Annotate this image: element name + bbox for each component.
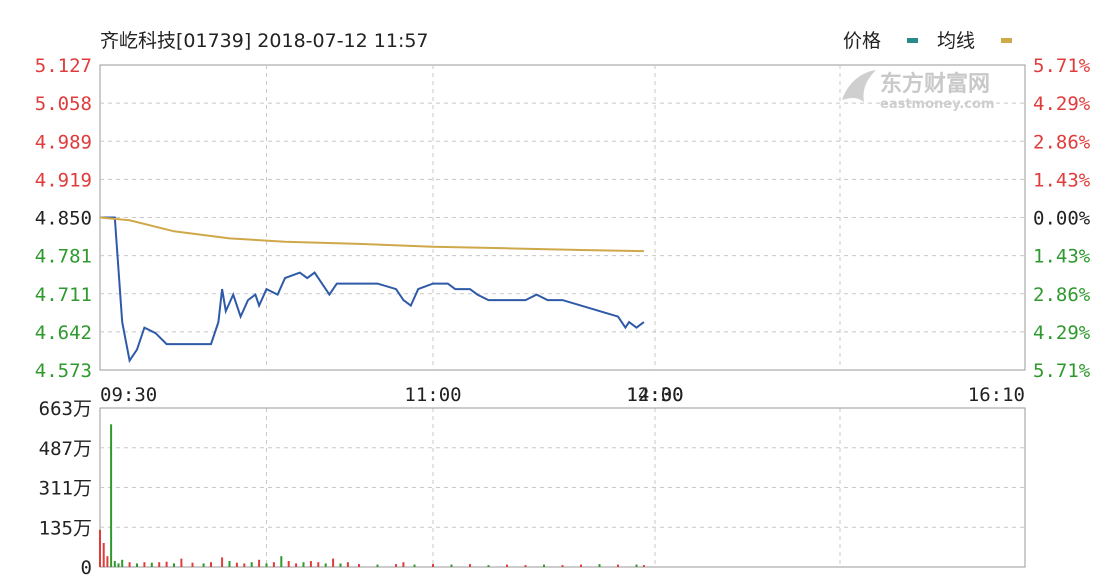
legend-avg-swatch: [1001, 38, 1012, 43]
volume-bar: [402, 562, 405, 567]
x-tick-label: 14:30: [626, 384, 683, 406]
y-tick-left-label: 4.573: [35, 360, 92, 382]
price-line: [100, 216, 645, 364]
volume-bar: [235, 562, 238, 567]
volume-bar: [272, 562, 275, 567]
volume-bar: [173, 563, 175, 567]
volume-bar: [543, 564, 545, 567]
volume-bar: [358, 564, 360, 567]
y-tick-right-label: 2.86%: [1033, 131, 1091, 153]
volume-y-tick-label: 135万: [39, 517, 92, 539]
volume-bar: [258, 559, 261, 567]
volume-bar: [150, 562, 153, 567]
volume-bar: [265, 563, 268, 567]
volume-bar: [136, 563, 138, 567]
y-tick-right-label: 1.43%: [1033, 246, 1091, 268]
volume-panel: 663万 487万 311万 135万 0: [39, 398, 1026, 579]
y-tick-right-label: 4.29%: [1033, 93, 1091, 115]
y-tick-left-label: 5.058: [35, 93, 92, 115]
y-tick-left-label: 4.919: [35, 169, 92, 191]
volume-bar: [102, 543, 105, 567]
legend-avg-label: 均线: [937, 30, 975, 52]
y-tick-left-label: 4.850: [35, 208, 92, 230]
volume-bar: [617, 564, 619, 567]
avg-line: [99, 216, 644, 253]
volume-bar: [280, 556, 283, 567]
y-tick-right-label: 5.71%: [1033, 360, 1091, 382]
volume-bar: [191, 562, 194, 567]
volume-bar: [642, 565, 645, 567]
x-tick-label: 16:10: [968, 384, 1025, 406]
volume-bar: [106, 556, 109, 567]
volume-bar: [228, 561, 231, 567]
volume-y-tick-label: 311万: [39, 478, 92, 500]
y-tick-left-label: 5.127: [35, 55, 92, 77]
volume-bar: [180, 558, 183, 567]
y-tick-right-label: 1.43%: [1033, 169, 1091, 191]
volume-bar: [469, 564, 471, 567]
volume-bar: [487, 565, 490, 567]
volume-bar: [250, 562, 253, 567]
chart-title: 齐屹科技[01739] 2018-07-12 11:57: [100, 30, 429, 52]
volume-bar: [635, 564, 638, 567]
volume-bar: [346, 562, 349, 567]
volume-bar: [121, 559, 124, 567]
volume-bar: [99, 529, 101, 567]
volume-bar: [309, 561, 312, 567]
volume-bar: [143, 562, 146, 567]
volume-bar: [332, 558, 335, 567]
volume-bar: [561, 565, 564, 567]
volume-bar: [450, 564, 453, 567]
y-tick-right-label: 2.86%: [1033, 284, 1091, 306]
volume-bar: [506, 564, 508, 567]
volume-bar: [202, 563, 205, 567]
volume-bar: [158, 562, 161, 567]
volume-bar: [376, 564, 379, 567]
x-tick-label: 12:00: [626, 384, 683, 406]
volume-bar: [317, 562, 320, 567]
volume-y-tick-label: 663万: [39, 398, 92, 420]
volume-bar: [413, 564, 416, 567]
volume-bar: [339, 563, 342, 567]
volume-bar: [432, 564, 434, 567]
watermark-brand: 东方财富网: [880, 71, 990, 97]
volume-bar: [287, 561, 290, 567]
volume-bar: [302, 562, 305, 567]
eastmoney-watermark: 东方财富网 eastmoney.com: [842, 70, 995, 112]
volume-bar: [221, 557, 224, 567]
volume-y-tick-label: 487万: [39, 438, 92, 460]
price-panel: 5.127 5.71% 5.058 4.29% 4.989 2.86% 4.919 1.43%…: [35, 55, 1091, 406]
y-tick-left-label: 4.642: [35, 322, 92, 344]
x-tick-label: 11:00: [404, 384, 461, 406]
y-tick-right-label: 0.00%: [1033, 208, 1091, 230]
eastmoney-logo-icon: [842, 70, 876, 102]
volume-bar: [524, 565, 527, 567]
watermark-domain: eastmoney.com: [880, 97, 995, 112]
volume-y-tick-label: 0: [81, 557, 92, 579]
y-tick-right-label: 5.71%: [1033, 55, 1091, 77]
volume-bar: [128, 562, 131, 567]
volume-bar: [210, 562, 212, 567]
volume-bar: [117, 563, 120, 567]
y-tick-left-label: 4.781: [35, 246, 92, 268]
y-tick-right-label: 4.29%: [1033, 322, 1091, 344]
x-tick-label: 09:30: [100, 384, 157, 406]
volume-bar: [598, 564, 601, 567]
volume-bar: [395, 564, 397, 567]
volume-bar: [295, 563, 298, 567]
y-tick-left-label: 4.989: [35, 131, 92, 153]
volume-bar: [243, 563, 246, 567]
legend-price-label: 价格: [843, 30, 881, 52]
volume-bar: [113, 561, 116, 567]
y-tick-left-label: 4.711: [35, 284, 92, 306]
volume-bar: [580, 564, 582, 567]
volume-bar: [324, 563, 327, 567]
volume-bar: [165, 561, 168, 567]
volume-bar: [110, 424, 113, 567]
legend-price-swatch: [907, 38, 918, 43]
